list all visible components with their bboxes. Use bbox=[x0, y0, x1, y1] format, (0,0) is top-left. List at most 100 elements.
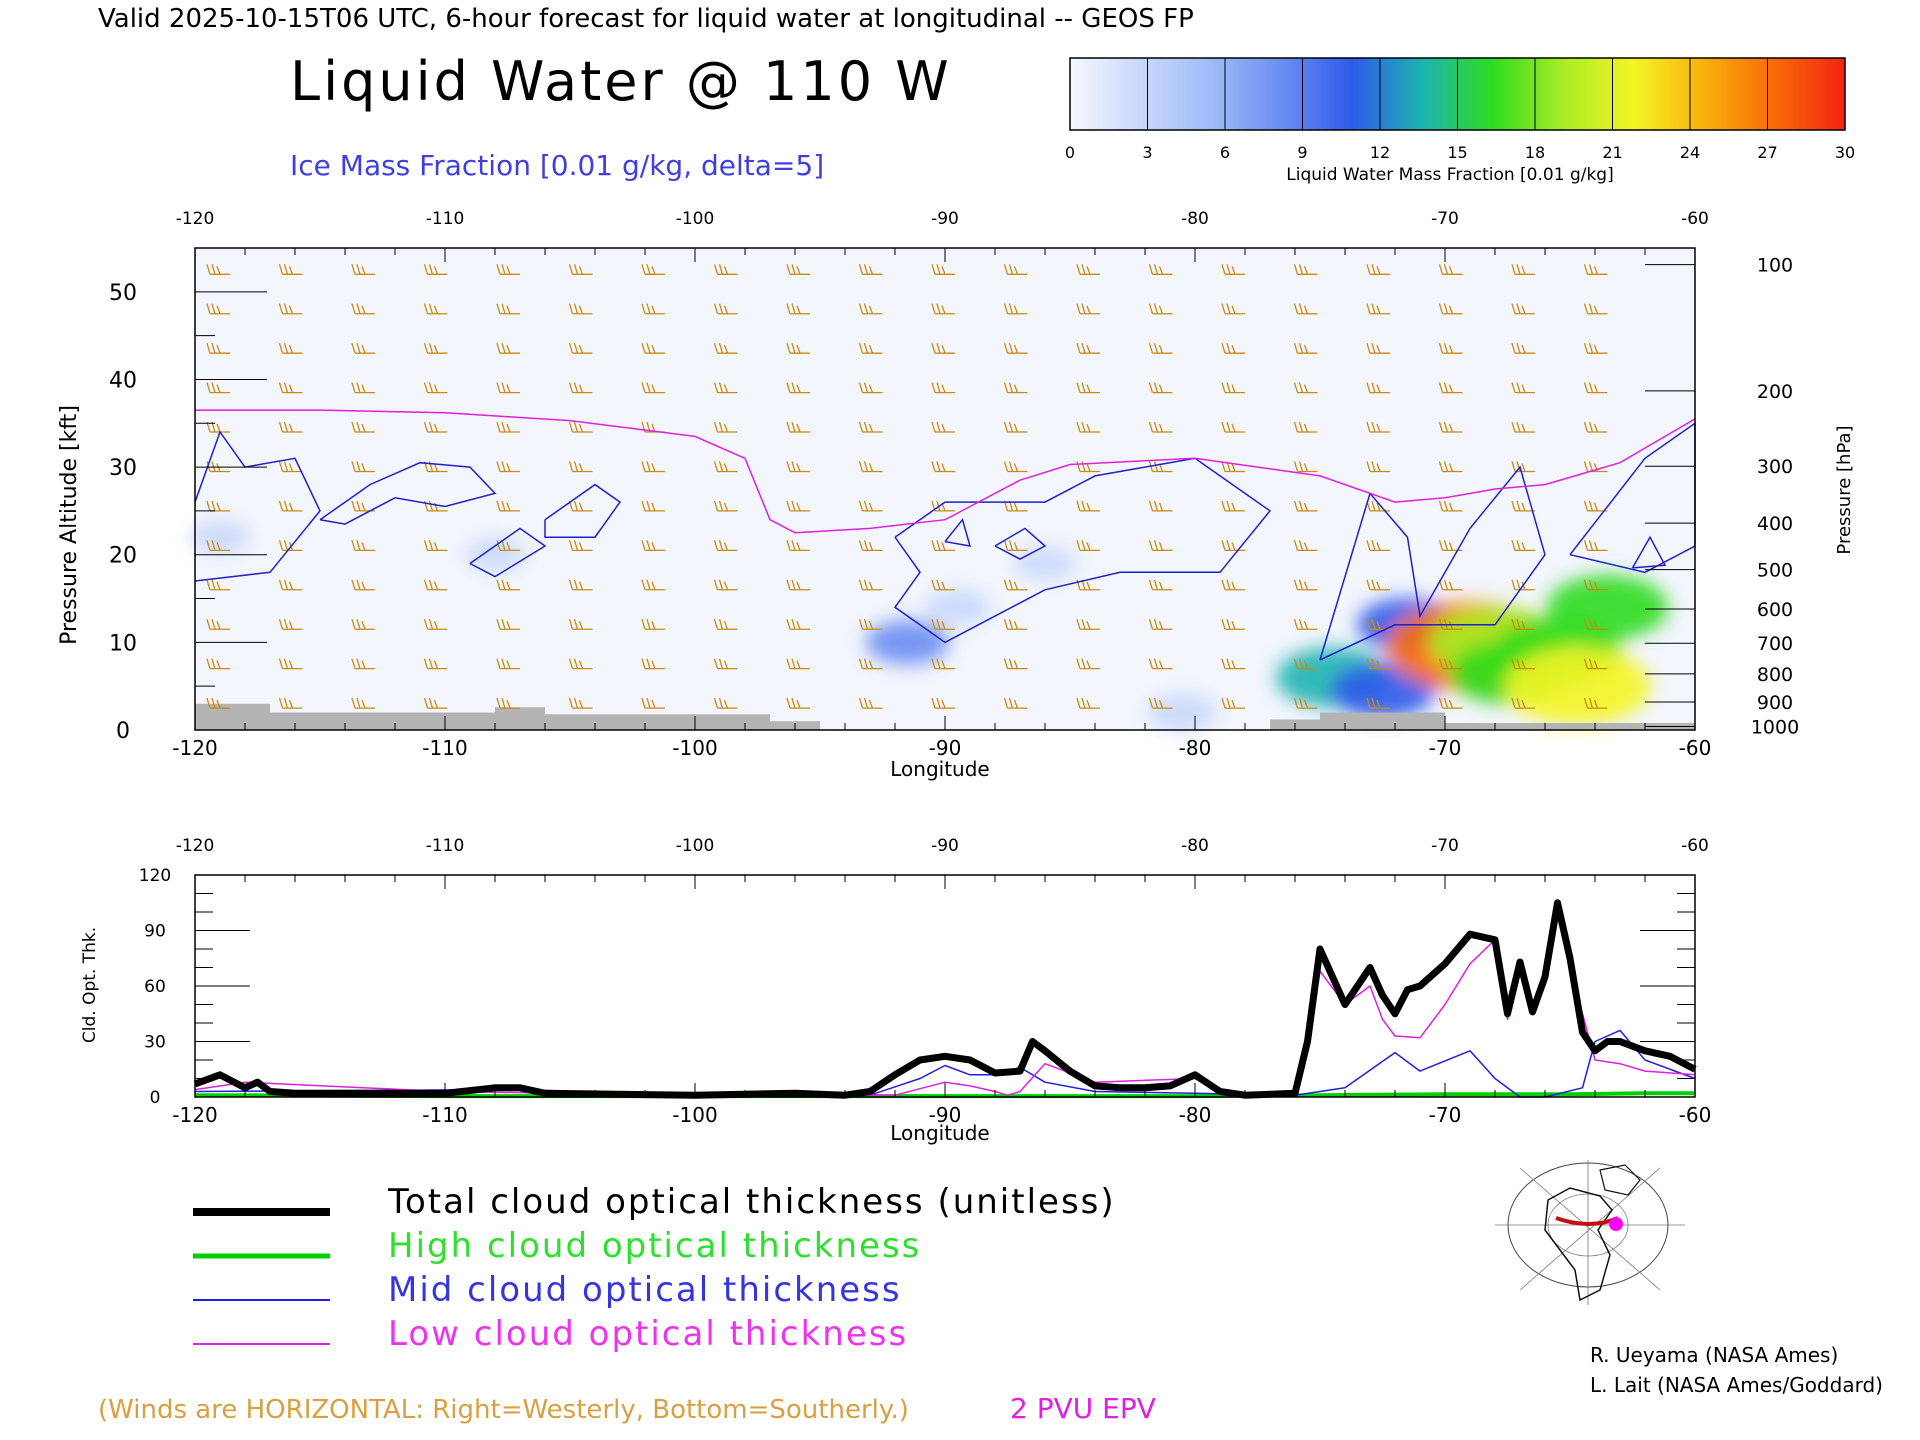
ice-contours bbox=[194, 421, 1696, 661]
location-map bbox=[1490, 1160, 1690, 1310]
wind-barb bbox=[858, 540, 883, 551]
wind-barb bbox=[641, 619, 665, 630]
liquid-water-patch bbox=[464, 538, 526, 571]
wind-barb bbox=[1293, 264, 1318, 275]
wind-barb bbox=[423, 303, 448, 315]
wind-barb bbox=[1366, 579, 1390, 591]
ice-contour bbox=[194, 430, 321, 582]
wind-barb bbox=[1221, 658, 1245, 670]
wind-barb bbox=[496, 697, 520, 709]
wind-barb bbox=[713, 421, 738, 433]
wind-barb bbox=[1076, 421, 1100, 433]
wind-barb bbox=[1076, 461, 1100, 473]
wind-barb bbox=[1583, 382, 1608, 394]
wind-barb bbox=[1076, 658, 1100, 670]
wind-barb bbox=[713, 540, 738, 551]
wind-barb bbox=[1076, 342, 1100, 354]
plot-background bbox=[195, 875, 1695, 1097]
wind-barb bbox=[568, 342, 593, 354]
wind-barb bbox=[1293, 500, 1318, 512]
wind-barb bbox=[1221, 461, 1245, 473]
wind-barb bbox=[1366, 264, 1390, 275]
wind-barb bbox=[786, 540, 810, 551]
wind-barb bbox=[1293, 540, 1318, 551]
x-tick-label-top: -70 bbox=[1431, 209, 1459, 229]
bottom-xlabel: Longitude bbox=[890, 1121, 989, 1145]
wind-barb bbox=[206, 342, 230, 354]
wind-barb bbox=[206, 619, 230, 630]
wind-barb bbox=[641, 264, 665, 275]
wind-barb bbox=[351, 697, 375, 709]
colorbar-tick-label: 21 bbox=[1602, 143, 1622, 162]
x-tick-label-top: -110 bbox=[426, 209, 465, 229]
wind-barb bbox=[1293, 658, 1318, 670]
wind-barb bbox=[423, 500, 448, 512]
wind-barb bbox=[1583, 342, 1608, 354]
x-tick-label: -60 bbox=[1679, 736, 1712, 760]
wind-barb bbox=[931, 619, 955, 630]
x-tick-label: -120 bbox=[172, 1103, 217, 1127]
pressure-tick-label: 100 bbox=[1757, 255, 1793, 277]
wind-barb bbox=[278, 697, 303, 709]
x-tick-label-top: -100 bbox=[676, 836, 715, 856]
wind-barb bbox=[1148, 619, 1173, 630]
wind-barb bbox=[786, 342, 810, 354]
colorbar-tick-label: 0 bbox=[1065, 143, 1075, 162]
ice-contour bbox=[469, 527, 547, 578]
wind-barb bbox=[713, 658, 738, 670]
wind-barb bbox=[1293, 303, 1318, 315]
colorbar: 0 3 6 9 12 15 18 21 24 27 30 bbox=[1065, 57, 1855, 162]
liquid-water-patch bbox=[1546, 574, 1669, 640]
wind-barb bbox=[641, 579, 665, 591]
wind-barb bbox=[1003, 500, 1028, 512]
x-tick-label: -120 bbox=[172, 736, 217, 760]
pressure-tick-label: 700 bbox=[1757, 633, 1793, 655]
colorbar-tick-label: 3 bbox=[1142, 143, 1152, 162]
ice-contour bbox=[319, 461, 497, 525]
wind-barb bbox=[1221, 421, 1245, 433]
wind-barb bbox=[1003, 342, 1028, 354]
pressure-tick-label: 1000 bbox=[1751, 716, 1799, 738]
top-xlabel: Longitude bbox=[890, 757, 989, 781]
colorbar-tick-label: 18 bbox=[1525, 143, 1545, 162]
wind-barb bbox=[931, 342, 955, 354]
wind-barb bbox=[278, 264, 303, 275]
wind-barb bbox=[1511, 303, 1535, 315]
wind-barb bbox=[713, 264, 738, 275]
wind-barb bbox=[786, 619, 810, 630]
colorbar-tick-label: 9 bbox=[1297, 143, 1307, 162]
ice-contour bbox=[1631, 535, 1667, 569]
liquid-water-patch bbox=[1504, 647, 1651, 726]
wind-barb bbox=[496, 421, 520, 433]
wind-barb bbox=[1003, 461, 1028, 473]
wind-barb bbox=[496, 540, 520, 551]
x-tick-label: -80 bbox=[1179, 1103, 1212, 1127]
x-tick-label: -100 bbox=[672, 736, 717, 760]
x-tick-label-top: -60 bbox=[1681, 209, 1709, 229]
wind-barb bbox=[1583, 421, 1608, 433]
wind-barb bbox=[1076, 264, 1100, 275]
y-tick-label: 40 bbox=[109, 368, 137, 393]
wind-barb bbox=[641, 697, 665, 709]
wind-barb bbox=[1148, 697, 1173, 709]
wind-barb bbox=[786, 658, 810, 670]
wind-barb bbox=[351, 303, 375, 315]
x-tick-label: -110 bbox=[422, 1103, 467, 1127]
wind-barb bbox=[1583, 461, 1608, 473]
wind-barb bbox=[1148, 658, 1173, 670]
legend-low-label: Low cloud optical thickness bbox=[388, 1314, 908, 1354]
wind-barb bbox=[931, 421, 955, 433]
wind-barb bbox=[278, 382, 303, 394]
colorbar-tick-label: 27 bbox=[1757, 143, 1777, 162]
wind-barb bbox=[1366, 697, 1390, 709]
wind-barb bbox=[1511, 342, 1535, 354]
wind-barb bbox=[496, 619, 520, 630]
x-tick-label: -80 bbox=[1179, 736, 1212, 760]
wind-barb bbox=[351, 579, 375, 591]
wind-barb bbox=[1511, 579, 1535, 591]
wind-barb bbox=[568, 619, 593, 630]
liquid-water-patch bbox=[924, 589, 991, 626]
wind-barb bbox=[278, 461, 303, 473]
wind-barb bbox=[1366, 382, 1390, 394]
wind-barb bbox=[1511, 540, 1535, 551]
